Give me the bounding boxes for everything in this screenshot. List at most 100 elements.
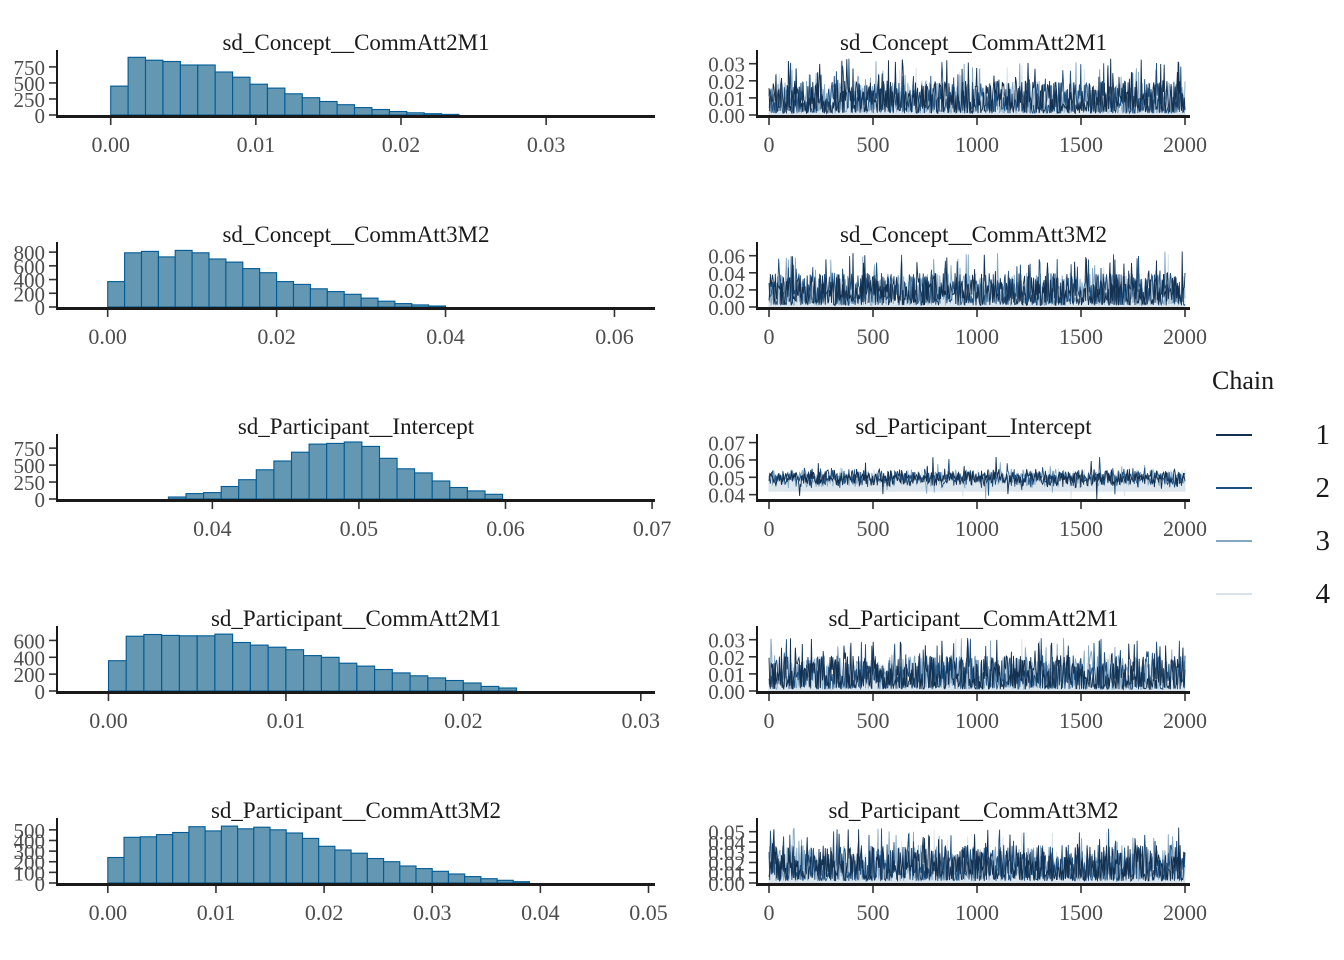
histogram-bar (394, 303, 413, 308)
x-tick-label: 0.04 (193, 516, 232, 541)
histogram-bar (301, 97, 321, 116)
legend-entries: 1 2 3 4 (1212, 419, 1334, 610)
x-tick-label: 1500 (1059, 900, 1103, 925)
y-tick-label: 500 (14, 72, 46, 96)
histogram-bar (431, 480, 451, 500)
histogram-bar (449, 486, 468, 500)
panel-title: sd_Concept__CommAtt2M1 (840, 30, 1107, 55)
histogram-bar (371, 108, 390, 116)
x-tick-label: 1500 (1059, 132, 1103, 157)
histogram-bar (318, 845, 336, 884)
histogram-bar (167, 496, 187, 500)
histogram-bar (415, 868, 433, 884)
histogram-bar (232, 76, 251, 116)
x-tick-label: 0.02 (444, 708, 483, 733)
histogram-bar (253, 826, 271, 884)
x-tick-label: 2000 (1163, 516, 1207, 541)
y-tick-label: 100 (14, 861, 46, 885)
x-tick-label: 0.03 (527, 132, 566, 157)
histogram-bar (320, 656, 340, 692)
x-tick-label: 0.00 (91, 132, 130, 157)
x-tick-label: 0.05 (629, 900, 668, 925)
y-tick-label: 0.05 (708, 821, 745, 845)
histogram-bar (303, 655, 322, 692)
x-tick-label: 1000 (955, 324, 999, 349)
panel-title: sd_Participant__Intercept (855, 414, 1092, 439)
legend-entry-label: 3 (1315, 524, 1331, 557)
histogram-bar (484, 493, 504, 500)
histogram-bar (174, 249, 193, 308)
histogram-bar (285, 832, 304, 884)
x-tick-label: 2000 (1163, 900, 1207, 925)
y-tick-label: 750 (14, 437, 46, 461)
trace-chain-1 (768, 251, 1186, 307)
panel-title: sd_Concept__CommAtt2M1 (222, 30, 489, 55)
histogram-bar (360, 297, 379, 308)
histogram-bar (127, 56, 147, 116)
legend-line-swatch (1216, 434, 1252, 436)
x-tick-label: 0.04 (521, 900, 560, 925)
histogram-bar (428, 305, 447, 308)
histogram-bar (238, 479, 257, 500)
y-tick-label: 0.03 (708, 629, 745, 653)
histogram-bar (496, 879, 514, 884)
y-tick-label: 0.01 (708, 663, 745, 687)
histogram-bar (343, 293, 362, 308)
trace-chain-1 (768, 456, 1186, 500)
x-tick-label: 2000 (1163, 324, 1207, 349)
y-tick-label: 400 (14, 269, 46, 293)
histogram-bar (276, 281, 295, 308)
x-tick-label: 500 (857, 708, 890, 733)
histogram-bar (204, 830, 222, 884)
histogram-bar (267, 646, 287, 692)
histogram-bar (366, 857, 385, 884)
x-tick-label: 1000 (955, 708, 999, 733)
x-tick-label: 0 (764, 324, 775, 349)
panel-title: sd_Participant__CommAtt2M1 (828, 606, 1118, 631)
histogram-bar (462, 682, 482, 692)
y-tick-label: 0 (35, 680, 46, 704)
y-tick-label: 750 (14, 56, 46, 80)
x-tick-label: 0.01 (267, 708, 306, 733)
histogram-bar (334, 849, 352, 884)
y-tick-label: 800 (14, 241, 46, 265)
histogram-bar (107, 281, 126, 308)
y-tick-label: 0 (35, 872, 46, 896)
y-tick-label: 0.06 (708, 245, 745, 269)
histogram-bar (242, 268, 261, 308)
histogram-bar (388, 110, 408, 116)
histogram-bar (480, 878, 498, 884)
x-tick-label: 0.06 (595, 324, 634, 349)
histogram-bar (208, 258, 227, 308)
histogram-bar (512, 881, 531, 884)
histogram-bar (157, 256, 176, 308)
histogram-bar (259, 272, 278, 308)
histogram-bar (343, 441, 363, 500)
y-tick-label: 200 (14, 851, 46, 875)
histogram-bar (445, 679, 464, 692)
histogram-bar (273, 460, 293, 500)
y-tick-label: 500 (14, 819, 46, 843)
histogram-bar (441, 113, 460, 116)
y-tick-label: 200 (14, 282, 46, 306)
histogram-bar (427, 677, 447, 692)
x-tick-label: 1000 (955, 132, 999, 157)
x-tick-label: 0 (764, 516, 775, 541)
histogram-bar (203, 492, 222, 500)
y-tick-label: 0.02 (708, 279, 745, 303)
y-tick-label: 0.04 (708, 831, 745, 855)
histogram-bar (162, 60, 181, 116)
panel-title: sd_Concept__CommAtt3M2 (840, 222, 1107, 247)
x-tick-label: 500 (857, 132, 890, 157)
histogram-bar (423, 113, 443, 116)
y-tick-label: 0 (35, 488, 46, 512)
histogram-bar (214, 633, 234, 692)
chain-legend: Chain 1 2 3 4 (1212, 366, 1334, 610)
histogram-bar (124, 252, 143, 308)
trace-chain-1 (768, 827, 1186, 883)
legend-line-swatch (1216, 487, 1252, 489)
histogram-bar (191, 252, 210, 308)
y-tick-label: 0.04 (708, 484, 745, 508)
x-tick-label: 1000 (955, 516, 999, 541)
y-tick-label: 0.01 (708, 87, 745, 111)
